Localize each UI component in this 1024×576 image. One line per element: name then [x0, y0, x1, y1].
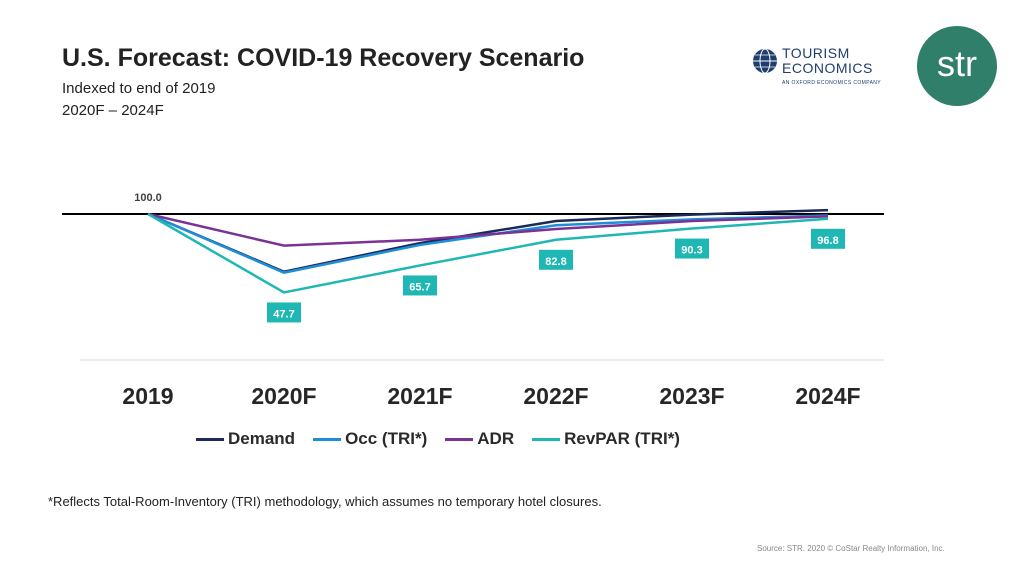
- series-line-occ-tri: [147, 212, 829, 274]
- x-tick-2023f: 2023F: [659, 383, 724, 409]
- chart-title: U.S. Forecast: COVID-19 Recovery Scenari…: [62, 44, 585, 72]
- data-label-box: [539, 249, 573, 270]
- legend-item-demand: Demand: [196, 429, 295, 449]
- data-label-2024f: 96.8: [811, 228, 845, 249]
- legend-label: ADR: [477, 429, 515, 448]
- str-logo: str: [917, 26, 997, 106]
- x-tick-2021f: 2021F: [387, 383, 452, 409]
- legend-item-adr: ADR: [445, 429, 514, 449]
- baseline-value-label: 100.0: [134, 192, 162, 204]
- legend-item-revpar-tri: RevPAR (TRI*): [532, 429, 680, 449]
- line-chart: 100.0 47.7 65.7 82.8 90.3 96.8 2019 2020F 2021…: [62, 192, 884, 409]
- source-credit: Source: STR. 2020 © CoStar Realty Inform…: [757, 544, 945, 553]
- x-tick-layer: 2019 2020F 2021F 2022F 2023F 2024F: [122, 383, 860, 409]
- chart-subtitle: Indexed to end of 2019 2020F – 2024F: [62, 78, 215, 122]
- x-tick-2019: 2019: [122, 383, 173, 409]
- data-label-2020f: 47.7: [267, 302, 301, 323]
- tourism-economics-wordmark: TOURISM ECONOMICS: [782, 46, 873, 76]
- tourism-economics-tagline: AN OXFORD ECONOMICS COMPANY: [782, 80, 882, 86]
- data-label-box: [403, 275, 437, 296]
- series-layer: [147, 208, 829, 294]
- data-label-text: 90.3: [681, 245, 702, 257]
- subtitle-years: 2020F – 2024F: [62, 102, 164, 119]
- data-label-2021f: 65.7: [403, 275, 437, 296]
- data-label-layer: 47.7 65.7 82.8 90.3 96.8: [267, 228, 845, 323]
- legend-item-occ-tri: Occ (TRI*): [313, 429, 427, 449]
- tourism-economics-logo: TOURISM ECONOMICS AN OXFORD ECONOMICS CO…: [752, 44, 912, 92]
- data-label-2023f: 90.3: [675, 238, 709, 259]
- data-label-text: 96.8: [817, 235, 838, 247]
- data-label-text: 65.7: [409, 281, 430, 293]
- data-label-text: 47.7: [273, 308, 294, 320]
- series-line-revpar-tri: [147, 212, 829, 294]
- x-tick-2020f: 2020F: [251, 383, 316, 409]
- data-label-text: 82.8: [545, 256, 566, 268]
- footnote: *Reflects Total-Room-Inventory (TRI) met…: [48, 494, 602, 509]
- legend-label: RevPAR (TRI*): [564, 429, 680, 448]
- data-label-2022f: 82.8: [539, 249, 573, 270]
- legend-swatch: [532, 437, 561, 441]
- subtitle-indexed: Indexed to end of 2019: [62, 80, 216, 97]
- legend-label: Occ (TRI*): [345, 429, 428, 448]
- legend-swatch: [445, 437, 474, 441]
- legend-swatch: [196, 437, 224, 441]
- data-label-box: [675, 238, 709, 259]
- series-line-adr: [147, 212, 829, 247]
- legend-label: Demand: [228, 429, 296, 448]
- tourism-wordmark-line2: ECONOMICS: [782, 60, 873, 76]
- data-label-box: [267, 302, 301, 323]
- data-label-box: [811, 228, 845, 249]
- x-tick-2024f: 2024F: [795, 383, 860, 409]
- x-tick-2022f: 2022F: [523, 383, 588, 409]
- globe-icon: [753, 48, 777, 74]
- tourism-wordmark-line1: TOURISM: [782, 45, 850, 61]
- legend-swatch: [313, 437, 342, 441]
- chart-legend: Demand Occ (TRI*) ADR RevPAR (TRI*): [196, 428, 680, 450]
